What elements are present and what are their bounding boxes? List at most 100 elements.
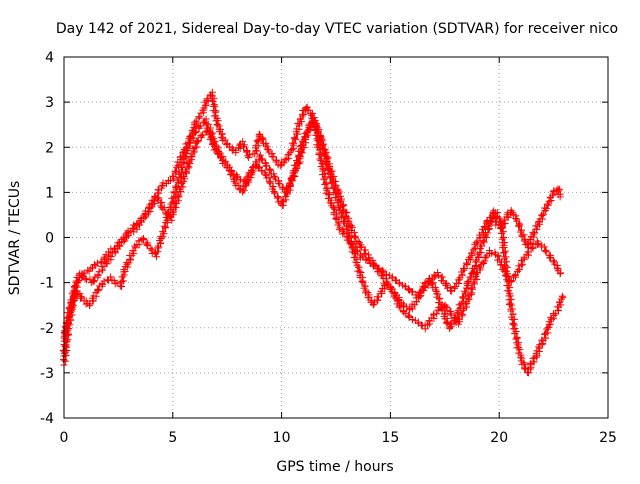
- data-point: [371, 261, 379, 269]
- data-point: [521, 364, 529, 372]
- data-point: [546, 253, 554, 261]
- data-point: [248, 169, 256, 177]
- data-point: [70, 283, 78, 291]
- data-point: [273, 156, 281, 164]
- data-point: [333, 198, 341, 206]
- data-point: [195, 113, 203, 121]
- data-point: [484, 229, 492, 237]
- data-point: [535, 218, 543, 226]
- data-point: [373, 268, 381, 276]
- x-tick-label: 5: [168, 430, 177, 446]
- data-point: [62, 330, 70, 338]
- data-point: [204, 96, 212, 104]
- data-point: [201, 119, 209, 127]
- data-point: [245, 153, 253, 161]
- data-point: [495, 214, 503, 222]
- data-point: [143, 241, 151, 249]
- data-point: [331, 181, 339, 189]
- y-tick-label: 1: [45, 185, 54, 201]
- data-point: [451, 283, 459, 291]
- data-point: [416, 292, 424, 300]
- data-point: [214, 117, 222, 125]
- data-point: [352, 234, 360, 242]
- y-tick-label: -1: [40, 276, 54, 292]
- data-point: [254, 136, 262, 144]
- data-point: [503, 258, 511, 266]
- data-point: [388, 273, 396, 281]
- data-point: [462, 259, 470, 267]
- data-point: [179, 183, 187, 191]
- data-point: [374, 296, 382, 304]
- data-point: [473, 240, 481, 248]
- data-point: [78, 273, 86, 281]
- data-point: [280, 159, 288, 167]
- data-point: [414, 294, 422, 302]
- data-point: [528, 243, 536, 251]
- data-point: [217, 133, 225, 141]
- data-point: [330, 184, 338, 192]
- data-point: [82, 276, 90, 284]
- data-point: [379, 274, 387, 282]
- data-point: [253, 147, 261, 155]
- data-point: [153, 244, 161, 252]
- data-point: [107, 273, 115, 281]
- data-point: [472, 238, 480, 246]
- data-point: [461, 265, 469, 273]
- data-point: [244, 152, 252, 160]
- data-point: [362, 250, 370, 258]
- data-point: [512, 335, 520, 343]
- data-point: [408, 288, 416, 296]
- data-point: [179, 158, 187, 166]
- data-point: [542, 248, 550, 256]
- data-point: [425, 275, 433, 283]
- data-point: [322, 148, 330, 156]
- data-point: [516, 221, 524, 229]
- data-point: [331, 205, 339, 213]
- y-tick-label: -2: [40, 321, 54, 337]
- data-point: [478, 242, 486, 250]
- data-point: [210, 139, 218, 147]
- data-point: [377, 287, 385, 295]
- y-tick-label: 2: [45, 140, 54, 156]
- data-point: [297, 147, 305, 155]
- data-point: [524, 248, 532, 256]
- data-point: [218, 130, 226, 138]
- data-point: [177, 174, 185, 182]
- data-point: [520, 359, 528, 367]
- data-point: [273, 194, 281, 202]
- data-point: [107, 253, 115, 261]
- data-point: [470, 280, 478, 288]
- data-point: [509, 320, 517, 328]
- data-point: [153, 253, 161, 261]
- data-point: [324, 154, 332, 162]
- data-point: [499, 249, 507, 257]
- data-point: [185, 164, 193, 172]
- data-point: [139, 236, 147, 244]
- data-point: [434, 269, 442, 277]
- data-point: [337, 197, 345, 205]
- data-point: [345, 234, 353, 242]
- data-point: [366, 257, 374, 265]
- data-point: [180, 173, 188, 181]
- data-point: [511, 330, 519, 338]
- data-point: [297, 115, 305, 123]
- data-point: [358, 278, 366, 286]
- data-point: [516, 345, 524, 353]
- data-point: [556, 270, 564, 278]
- data-point: [315, 127, 323, 135]
- data-point: [352, 258, 360, 266]
- data-point: [544, 201, 552, 209]
- data-point: [488, 249, 496, 257]
- data-point: [405, 312, 413, 320]
- data-point: [432, 286, 440, 294]
- data-point: [459, 293, 467, 301]
- data-point: [518, 260, 526, 268]
- data-point: [388, 285, 396, 293]
- data-point: [456, 304, 464, 312]
- data-point: [305, 106, 313, 114]
- data-point: [309, 117, 317, 125]
- x-tick-label: 15: [381, 430, 399, 446]
- data-point: [72, 277, 80, 285]
- data-point: [513, 334, 521, 342]
